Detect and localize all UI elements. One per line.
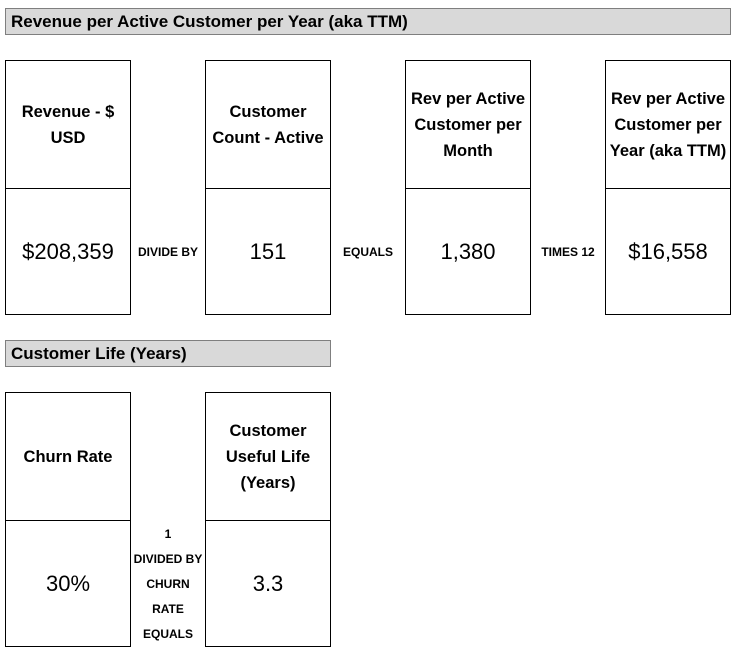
divided-by-churn-label: 1 DIVIDED BY CHURN RATE EQUALS [131, 522, 205, 647]
rev-per-year-value: $16,558 [628, 238, 708, 264]
churn-rate-value: 30% [45, 570, 91, 596]
equals-label: EQUALS [342, 245, 393, 259]
useful-life-box: Customer Useful Life (Years) 3.3 [205, 392, 331, 647]
section-header-revenue: Revenue per Active Customer per Year (ak… [5, 8, 731, 35]
operator-line: RATE [152, 602, 184, 616]
operator-line: EQUALS [142, 627, 193, 641]
rev-per-year-box: Rev per Active Customer per Year (aka TT… [605, 60, 731, 315]
rev-per-month-header: Rev per Active Customer per Month [406, 61, 530, 189]
customer-count-box: Customer Count - Active 151 [205, 60, 331, 315]
customer-count-value: 151 [249, 238, 287, 264]
churn-rate-header: Churn Rate [6, 393, 130, 521]
revenue-box: Revenue - $ USD $208,359 [5, 60, 131, 315]
section-header-customer-life: Customer Life (Years) [5, 340, 331, 367]
operator-line: DIVIDED BY [133, 552, 203, 566]
customer-count-header: Customer Count - Active [206, 61, 330, 189]
operator-line: CHURN [146, 577, 190, 591]
rev-per-month-box: Rev per Active Customer per Month 1,380 [405, 60, 531, 315]
useful-life-header: Customer Useful Life (Years) [206, 393, 330, 521]
rev-per-month-value: 1,380 [440, 238, 496, 264]
revenue-header: Revenue - $ USD [6, 61, 130, 189]
revenue-value: $208,359 [22, 238, 114, 264]
divide-by-label: DIVIDE BY [137, 245, 198, 259]
times-12-label: TIMES 12 [541, 245, 595, 259]
churn-rate-box: Churn Rate 30% [5, 392, 131, 647]
rev-per-year-header: Rev per Active Customer per Year (aka TT… [606, 61, 730, 189]
operator-line: 1 [164, 527, 172, 541]
useful-life-value: 3.3 [252, 570, 284, 596]
